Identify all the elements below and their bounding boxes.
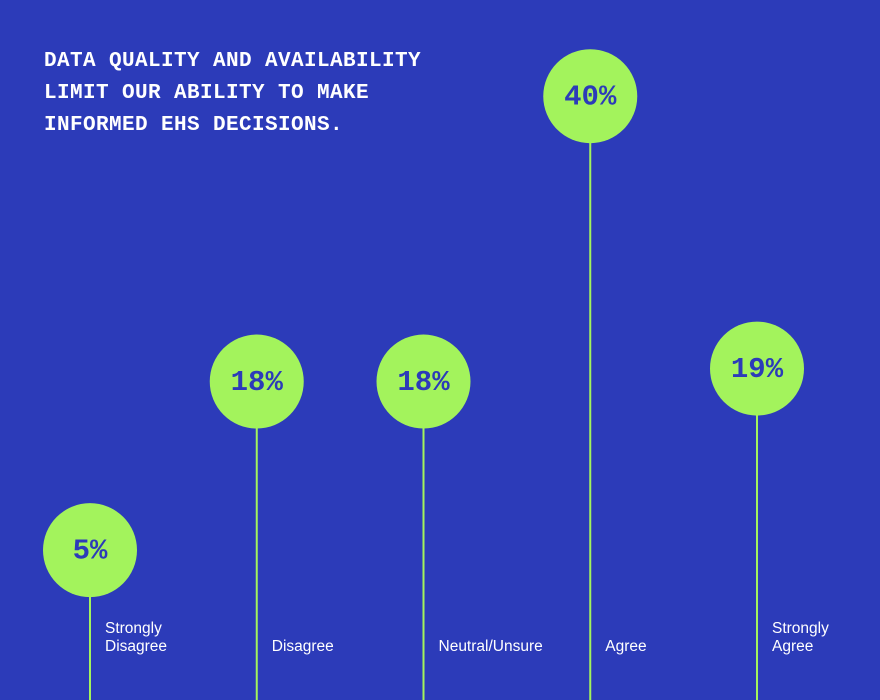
dot [209,334,304,429]
value-label: 5% [73,535,108,568]
value-label: 40% [564,81,617,114]
dot [710,321,804,416]
dot [376,334,471,429]
category-label: Strongly Agree [772,620,829,655]
dot [543,49,638,144]
category-label: Disagree [271,638,334,655]
value-label: 18% [397,366,450,399]
value-label: 19% [731,353,784,386]
category-label: Neutral/Unsure [438,638,543,655]
value-label: 18% [231,366,284,399]
chart-title: DATA QUALITY AND AVAILABILITY LIMIT OUR … [44,50,422,137]
category-label: Strongly Disagree [105,620,168,655]
category-label: Agree [605,638,647,655]
dot [43,503,137,598]
